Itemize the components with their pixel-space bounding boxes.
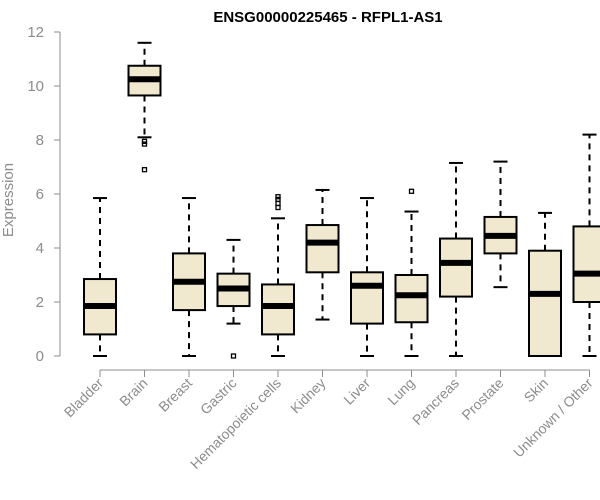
iqr-box <box>305 224 340 274</box>
x-tick-label: Gastric <box>197 375 240 418</box>
x-tick-label: Kidney <box>287 375 329 417</box>
y-axis: 0 2 4 6 8 10 12 <box>27 24 61 365</box>
outlier-point <box>275 196 281 203</box>
x-tick-label: Liver <box>340 375 373 408</box>
x-tick-label: Pancreas <box>409 375 462 428</box>
box-kidney <box>305 188 340 321</box>
box-lung <box>394 188 429 357</box>
iqr-box <box>439 237 473 298</box>
y-tick-label: 0 <box>36 348 44 365</box>
outlier-point <box>230 353 237 359</box>
y-tick-label: 2 <box>36 294 44 311</box>
y-tick-label: 6 <box>36 186 44 203</box>
plot-area <box>83 41 600 359</box>
x-tick-label: Lung <box>384 375 417 408</box>
outlier-point <box>141 141 148 147</box>
box-unknown-other <box>572 133 600 357</box>
outlier-point <box>141 138 148 145</box>
chart-title: ENSG00000225465 - RFPL1-AS1 <box>213 9 442 26</box>
x-tick-label: Prostate <box>458 375 506 423</box>
x-tick-label: Skin <box>521 375 552 406</box>
iqr-box <box>528 249 562 357</box>
x-tick-label: Unknown / Other <box>510 375 596 461</box>
x-tick-label: Breast <box>155 375 195 415</box>
box-breast <box>172 197 206 357</box>
box-hematopoietic-cells <box>261 194 295 357</box>
box-bladder <box>83 197 117 357</box>
outlier-point <box>408 188 415 194</box>
outlier-point <box>275 200 281 207</box>
outlier-point <box>141 167 148 173</box>
y-tick-label: 10 <box>27 78 44 95</box>
x-tick-label: Bladder <box>61 375 107 421</box>
box-gastric <box>216 238 251 359</box>
box-brain <box>127 41 162 173</box>
y-axis-label: Expression <box>0 163 17 237</box>
y-tick-label: 12 <box>27 24 44 41</box>
outlier-point <box>275 194 281 200</box>
box-prostate <box>483 160 518 289</box>
box-pancreas <box>439 161 473 357</box>
box-liver <box>350 197 384 357</box>
iqr-box <box>350 271 384 325</box>
iqr-box <box>394 274 429 324</box>
outlier-point <box>275 204 281 211</box>
y-tick-label: 4 <box>36 240 44 257</box>
y-tick-label: 8 <box>36 132 44 149</box>
x-tick-label: Brain <box>116 375 150 409</box>
box-skin <box>528 211 562 357</box>
iqr-box <box>261 283 295 336</box>
iqr-box <box>572 225 600 303</box>
